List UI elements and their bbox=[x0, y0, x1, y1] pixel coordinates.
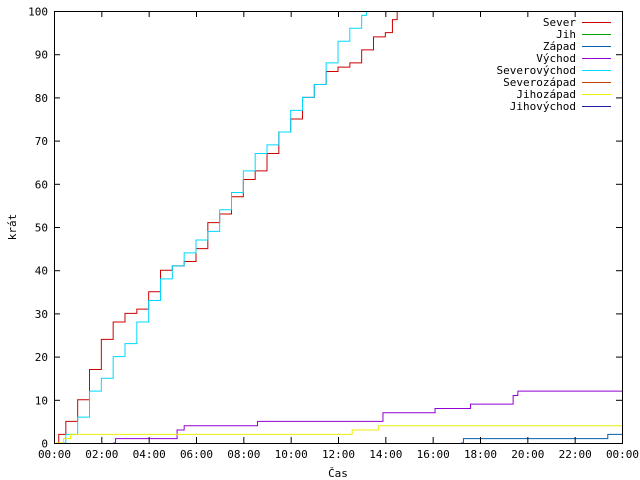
legend: SeverJihZápadVýchodSeverovýchodSeverozáp… bbox=[497, 16, 611, 113]
legend-label: Severozápad bbox=[503, 76, 576, 89]
plot-frame bbox=[54, 11, 623, 444]
x-tick-label: 14:00 bbox=[369, 448, 402, 461]
y-tick-label: 80 bbox=[35, 92, 48, 105]
y-tick-label: 20 bbox=[35, 351, 48, 364]
y-tick-label: 50 bbox=[35, 222, 48, 235]
series-line-Jihozápad bbox=[56, 425, 622, 444]
y-tick-label: 90 bbox=[35, 49, 48, 62]
x-axis-label: Čas bbox=[328, 467, 348, 480]
y-axis-label: krát bbox=[6, 214, 19, 241]
series-line-Sever bbox=[56, 11, 398, 444]
legend-label: Sever bbox=[543, 16, 576, 29]
x-tick-label: 12:00 bbox=[322, 448, 355, 461]
legend-label: Západ bbox=[543, 40, 576, 53]
x-tick-label: 16:00 bbox=[417, 448, 450, 461]
y-tick-label: 30 bbox=[35, 308, 48, 321]
legend-label: Severovýchod bbox=[497, 64, 576, 77]
x-tick-label: 18:00 bbox=[464, 448, 497, 461]
x-tick-label: 10:00 bbox=[275, 448, 308, 461]
y-tick-label: 100 bbox=[28, 6, 48, 19]
series-line-Východ bbox=[113, 390, 622, 444]
legend-label: Jihovýchod bbox=[510, 100, 576, 113]
ticks-layer: 0 10 20 30 40 50 60 70 80 90 100 00:00 02:00 04:00 06:… bbox=[28, 6, 639, 462]
x-tick-label: 00:00 bbox=[38, 448, 71, 461]
series-line-Severovýchod bbox=[58, 11, 367, 444]
x-tick-label: 08:00 bbox=[227, 448, 260, 461]
series-layer bbox=[56, 11, 622, 444]
legend-label: Jihozápad bbox=[516, 88, 576, 101]
y-tick-label: 70 bbox=[35, 135, 48, 148]
legend-label: Jih bbox=[556, 28, 576, 41]
series-line-Západ bbox=[461, 433, 622, 444]
y-tick-label: 40 bbox=[35, 265, 48, 278]
x-tick-label: 04:00 bbox=[133, 448, 166, 461]
legend-label: Východ bbox=[536, 52, 576, 65]
x-tick-label: 06:00 bbox=[180, 448, 213, 461]
x-tick-label: 00:00 bbox=[606, 448, 639, 461]
y-tick-label: 10 bbox=[35, 394, 48, 407]
x-tick-label: 22:00 bbox=[559, 448, 592, 461]
x-tick-label: 20:00 bbox=[511, 448, 544, 461]
x-tick-label: 02:00 bbox=[85, 448, 118, 461]
y-tick-label: 60 bbox=[35, 178, 48, 191]
y-tick-label: 0 bbox=[41, 438, 48, 451]
